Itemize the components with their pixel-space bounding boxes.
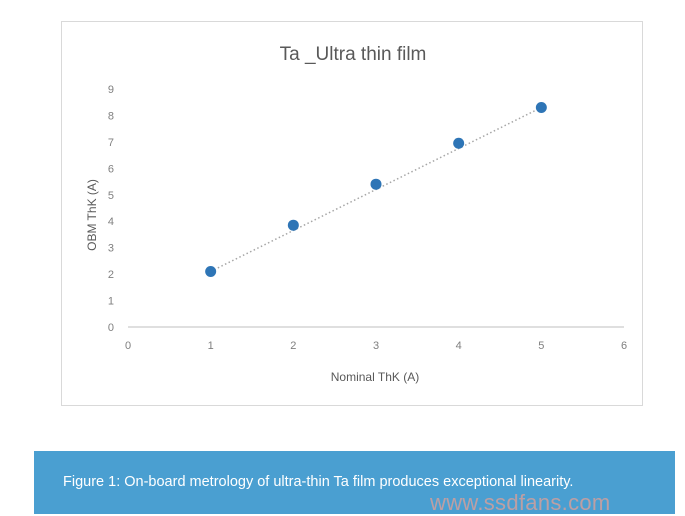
x-tick-label: 5 (538, 340, 544, 352)
y-tick-label: 2 (108, 269, 114, 281)
y-tick-label: 0 (108, 322, 114, 334)
data-point (205, 265, 217, 277)
y-tick-label: 5 (108, 190, 114, 202)
x-tick-label: 6 (621, 340, 627, 352)
watermark: www.ssdfans.com (430, 490, 611, 515)
y-tick-labels: 0 1 2 3 4 5 6 7 8 9 (108, 84, 114, 334)
x-tick-labels: 0 1 2 3 4 5 6 (125, 340, 627, 352)
data-point (535, 102, 547, 114)
data-point (287, 219, 299, 231)
y-tick-label: 9 (108, 84, 114, 96)
figure-caption: Figure 1: On-board metrology of ultra-th… (63, 474, 574, 490)
scatter-chart: Ta _Ultra thin film 0 1 2 3 4 5 6 7 8 9 0 1 2 3 4 5 6 N… (85, 44, 627, 384)
y-tick-label: 4 (108, 216, 114, 228)
x-tick-label: 1 (208, 340, 214, 352)
figure-caption-bar: Figure 1: On-board metrology of ultra-th… (34, 451, 675, 514)
x-tick-label: 0 (125, 340, 131, 352)
x-axis-title: Nominal ThK (A) (331, 370, 419, 384)
y-tick-label: 6 (108, 163, 114, 175)
x-tick-label: 4 (456, 340, 462, 352)
y-tick-label: 1 (108, 296, 114, 308)
chart-card: Ta _Ultra thin film 0 1 2 3 4 5 6 7 8 9 0 1 2 3 4 5 6 N… (61, 21, 643, 406)
chart-title: Ta _Ultra thin film (280, 44, 427, 65)
data-points (205, 102, 547, 277)
y-axis-title: OBM ThK (A) (85, 179, 99, 251)
data-point (370, 178, 382, 190)
y-tick-label: 7 (108, 137, 114, 149)
data-point (453, 137, 465, 149)
x-tick-label: 3 (373, 340, 379, 352)
x-tick-label: 2 (290, 340, 296, 352)
y-tick-label: 8 (108, 110, 114, 122)
y-tick-label: 3 (108, 243, 114, 255)
